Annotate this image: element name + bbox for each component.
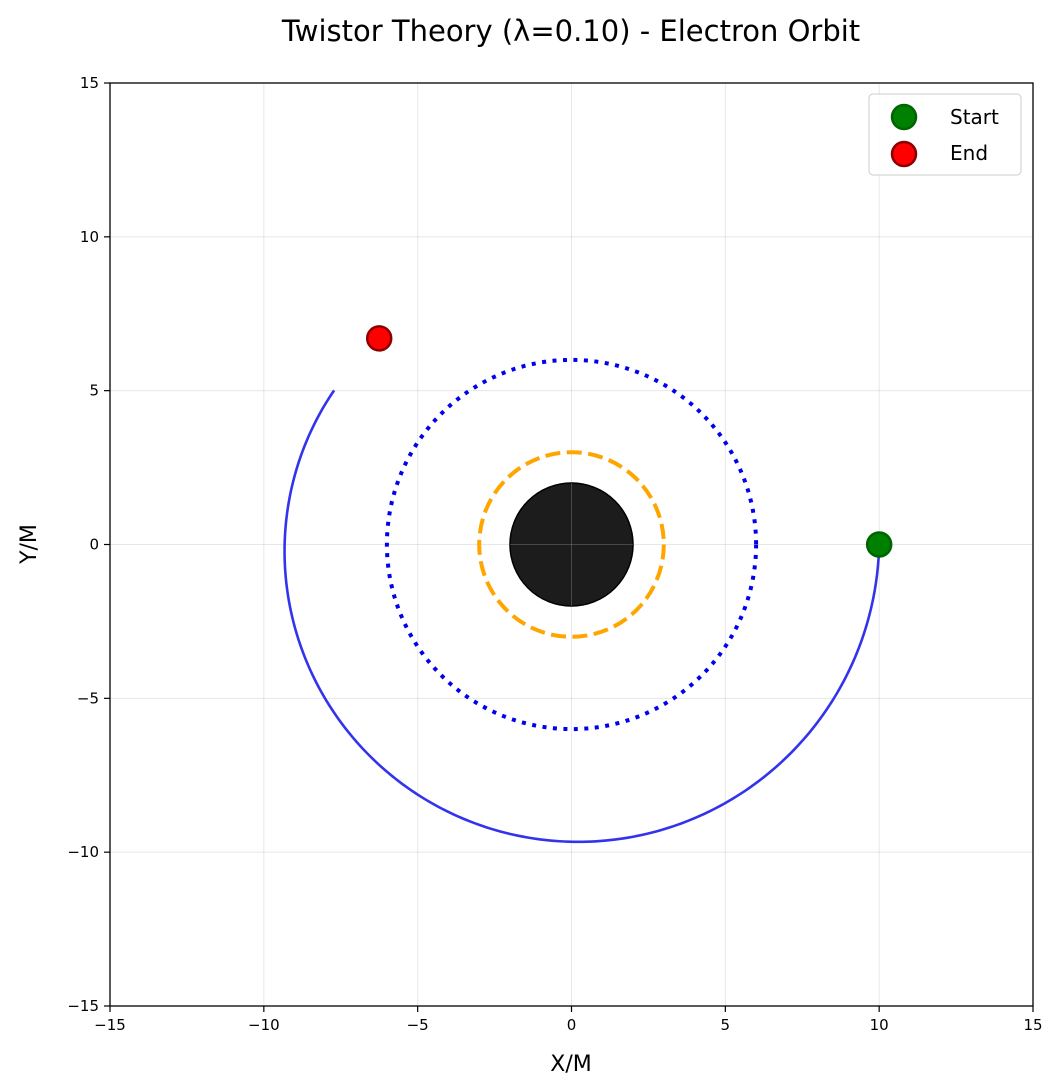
legend-start-marker: [890, 103, 918, 131]
y-tick-label-3: 0: [89, 536, 99, 554]
end-marker: [365, 325, 393, 352]
chart-title: Twistor Theory (λ=0.10) - Electron Orbit: [281, 14, 860, 48]
axis-ticks: −15 −10 −5 0 5 10 15 −15 −10 −5 0 5 10 15: [67, 74, 1042, 1034]
x-tick-label-2: −5: [407, 1016, 429, 1034]
start-marker: [865, 531, 893, 558]
x-tick-label-0: −15: [94, 1016, 126, 1034]
y-tick-label-4: 5: [89, 382, 99, 400]
orbit-path: [283, 389, 881, 844]
legend: Start End: [868, 93, 1022, 176]
y-tick-label-1: −10: [67, 843, 99, 861]
dashed-circle-r3: [477, 450, 666, 639]
x-axis-label: X/M: [550, 1052, 591, 1077]
x-tick-label-3: 0: [567, 1016, 577, 1034]
y-tick-label-6: 15: [80, 74, 99, 92]
dotted-circle-r6: [384, 357, 759, 732]
y-tick-label-2: −5: [77, 689, 99, 707]
y-axis-label: Y/M: [17, 524, 42, 565]
y-tick-label-5: 10: [80, 228, 99, 246]
y-tick-label-0: −15: [67, 997, 99, 1015]
x-tick-label-6: 15: [1023, 1016, 1042, 1034]
legend-start-label: Start: [950, 105, 999, 129]
plot-area: [283, 325, 893, 844]
x-tick-label-5: 10: [870, 1016, 889, 1034]
x-tick-label-1: −10: [248, 1016, 280, 1034]
legend-end-marker: [890, 140, 918, 168]
black-hole: [509, 482, 634, 607]
x-tick-label-4: 5: [721, 1016, 731, 1034]
legend-end-label: End: [950, 141, 988, 165]
